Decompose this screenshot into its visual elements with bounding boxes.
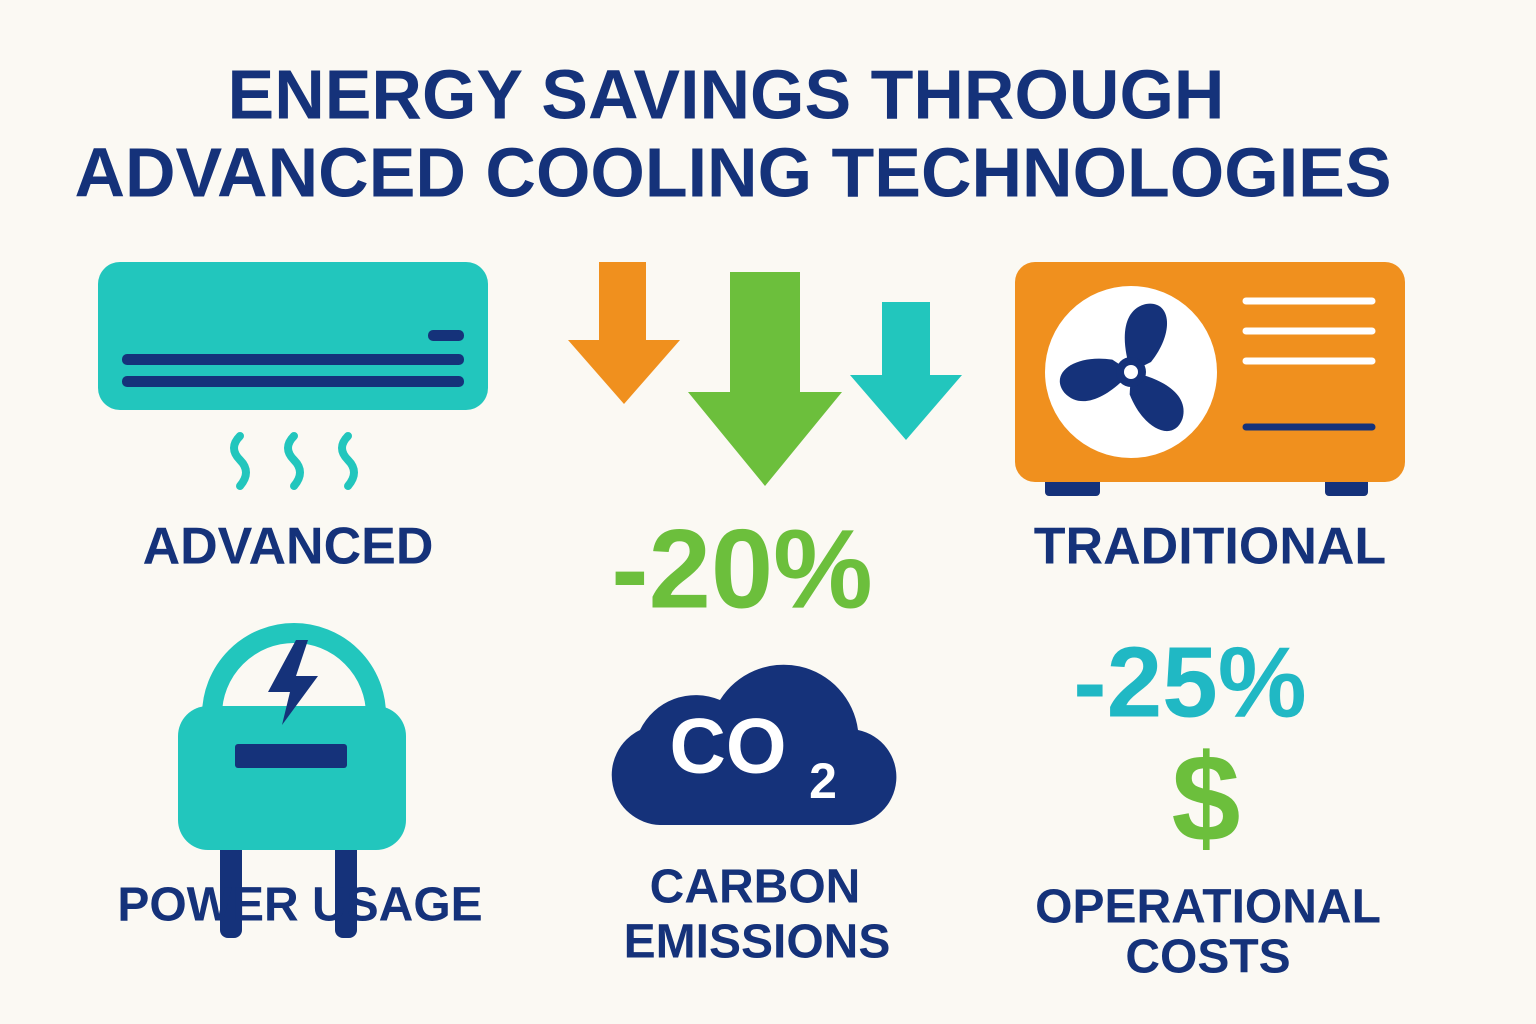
plug-prong xyxy=(220,828,242,938)
down-arrow xyxy=(850,302,962,440)
dollar-icon: $ xyxy=(1172,730,1241,868)
carbon-emissions-label: EMISSIONS xyxy=(624,916,891,969)
down-arrow xyxy=(688,272,842,486)
plug-prong xyxy=(335,828,357,938)
co2-text: CO xyxy=(670,702,787,790)
operational-costs-value: -25% xyxy=(1073,626,1306,738)
air-wave xyxy=(230,432,250,490)
power-usage-value: -20% xyxy=(611,507,872,632)
plug-handle xyxy=(202,623,386,716)
ac-unit-icon xyxy=(98,262,488,490)
air-wave xyxy=(284,432,304,490)
fan-blade xyxy=(1129,372,1184,431)
carbon-emissions-label: CARBON xyxy=(650,861,861,914)
ac-body xyxy=(98,262,488,410)
cloud-icon xyxy=(611,664,897,825)
lightning-bolt xyxy=(268,640,318,725)
title-line: ENERGY SAVINGS THROUGH xyxy=(228,55,1225,133)
operational-costs-label: OPERATIONAL xyxy=(1035,881,1381,934)
ac-vent xyxy=(122,376,464,387)
fan-hub-center xyxy=(1124,365,1138,379)
plug-body xyxy=(178,706,406,850)
outdoor-unit-icon xyxy=(1015,262,1405,496)
traditional-label: TRADITIONAL xyxy=(1034,518,1386,576)
co2-subscript: 2 xyxy=(809,753,837,809)
down-arrow xyxy=(568,262,680,404)
title-line: ADVANCED COOLING TECHNOLOGIES xyxy=(74,133,1391,211)
plug-bar xyxy=(235,744,347,768)
operational-costs-label: COSTS xyxy=(1125,931,1290,984)
plug-icon xyxy=(178,623,406,938)
fan-blade xyxy=(1059,358,1131,402)
advanced-label: ADVANCED xyxy=(143,518,434,576)
air-wave xyxy=(338,432,358,490)
power-usage-label: POWER USAGE xyxy=(117,879,482,932)
ac-vent xyxy=(122,354,464,365)
ac-slot xyxy=(428,330,464,341)
fan-blade xyxy=(1124,303,1168,372)
